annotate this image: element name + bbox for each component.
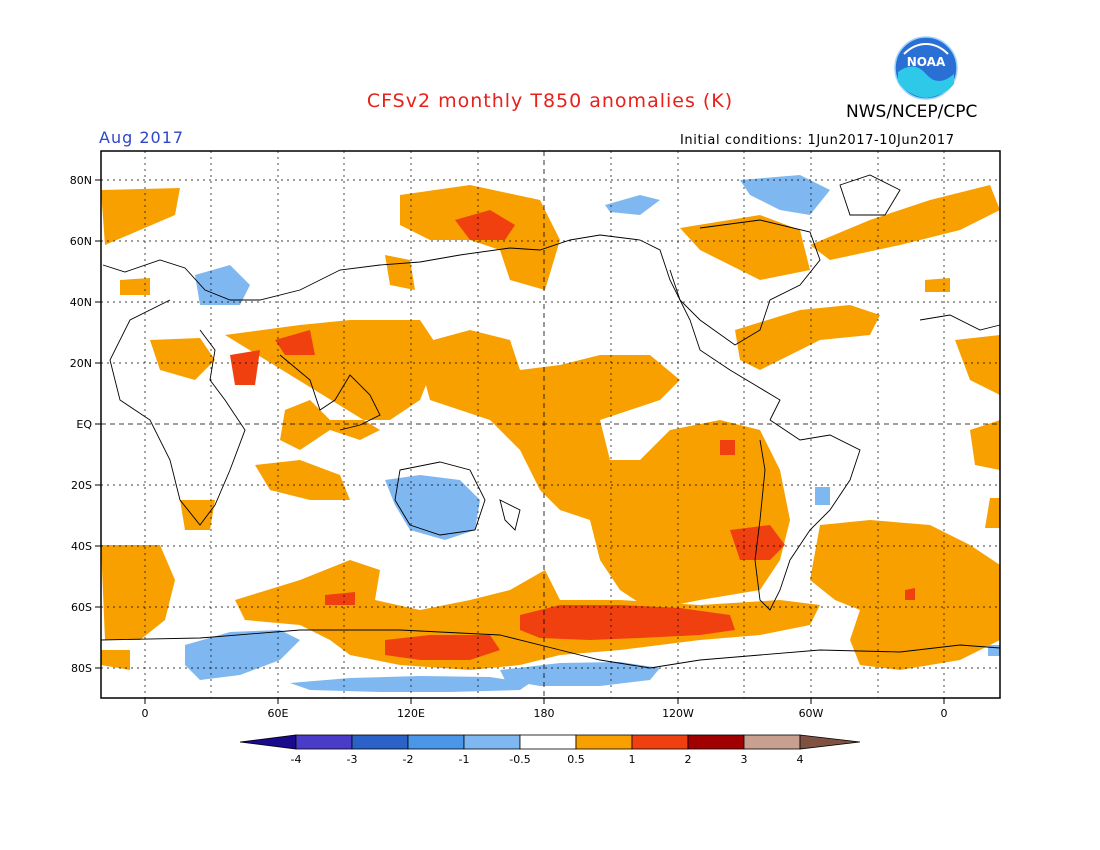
lat-label-40s: 40S [71,540,92,553]
lon-label-120e: 120E [397,707,425,720]
gridlines [101,151,1000,698]
colorbar-label: 0.5 [567,753,585,766]
colorbar-label: -1 [459,753,470,766]
colorbar-bin-1 [295,734,353,750]
colorbar-bin-5 [519,734,577,750]
lon-label-120w: 120W [662,707,694,720]
strong-warm-anomaly-regions [230,210,915,660]
colorbar-label: 3 [741,753,748,766]
colorbar-bin-6 [575,734,633,750]
lon-label-0-right: 0 [941,707,948,720]
noaa-logo: NOAA [894,36,958,100]
lon-label-60w: 60W [799,707,824,720]
colorbar-bin-3 [407,734,465,750]
warm-anomaly-regions [101,185,1000,670]
lon-label-0-left: 0 [142,707,149,720]
colorbar-bin-4 [463,734,521,750]
colorbar-bin-8 [687,734,745,750]
colorbar-bin-9 [743,734,801,750]
colorbar-bin-7 [631,734,689,750]
lat-label-40n: 40N [70,296,92,309]
lon-label-60e: 60E [268,707,289,720]
colorbar-label: -2 [403,753,414,766]
lat-label-80s: 80S [71,662,92,675]
colorbar-label: 1 [629,753,636,766]
colorbar-bin-0 [239,734,297,750]
colorbar-label: -0.5 [509,753,530,766]
lat-label-20n: 20N [70,357,92,370]
colorbar-bin-2 [351,734,409,750]
initial-conditions: Initial conditions: 1Jun2017-10Jun2017 [680,133,955,148]
coastlines [100,174,1001,669]
chart-title: CFSv2 monthly T850 anomalies (K) [366,90,734,112]
lat-label-60s: 60S [71,601,92,614]
lat-label-60n: 60N [70,235,92,248]
colorbar-label: 4 [797,753,804,766]
colorbar-bin-10 [799,734,861,750]
colorbar-label: -4 [291,753,302,766]
logo-text: NOAA [907,55,946,69]
lon-label-180: 180 [534,707,555,720]
agency-label: NWS/NCEP/CPC [846,102,978,122]
forecast-period: Aug 2017 [99,128,185,147]
colorbar-label: 2 [685,753,692,766]
lat-label-80n: 80N [70,174,92,187]
colorbar [239,734,861,750]
lat-label-eq: EQ [76,418,92,431]
equator-and-dateline [101,151,1000,698]
colorbar-label: -3 [347,753,358,766]
lat-label-20s: 20S [71,479,92,492]
